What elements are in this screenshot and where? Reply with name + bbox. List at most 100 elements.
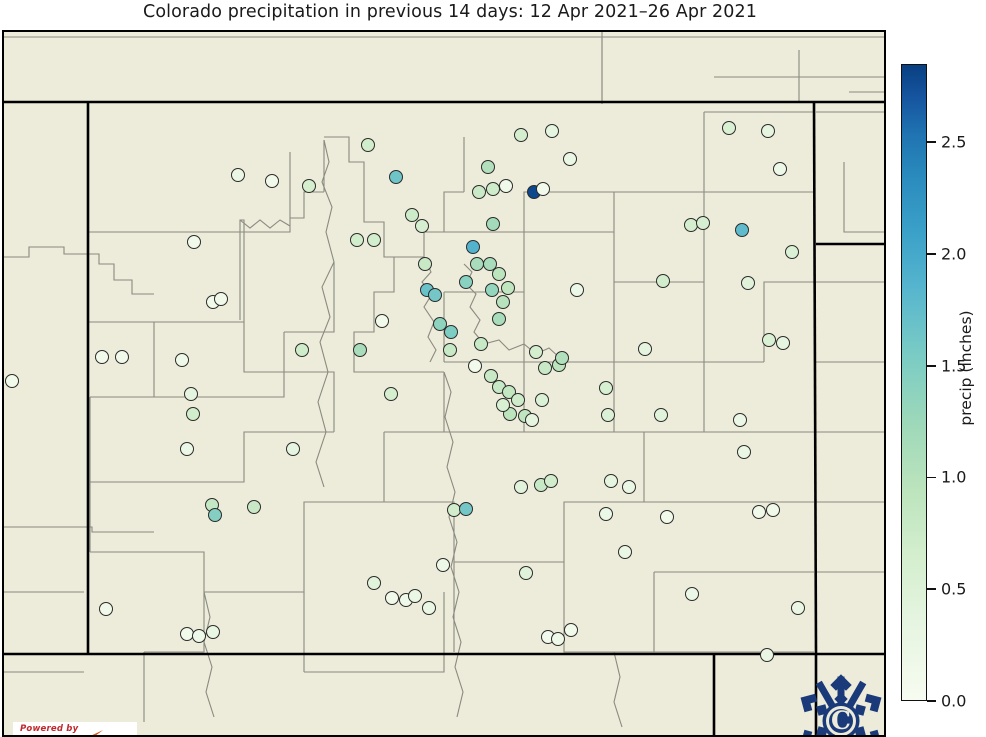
precip-station-point[interactable] (230, 167, 246, 183)
precip-station-point[interactable] (98, 601, 114, 617)
precip-station-point[interactable] (471, 184, 487, 200)
colorbar-tick-label: 2.5 (941, 132, 967, 152)
precip-station-point[interactable] (427, 287, 443, 303)
precip-station-point[interactable] (485, 216, 501, 232)
precip-station-point[interactable] (301, 178, 317, 194)
precip-station-point[interactable] (510, 392, 526, 408)
map-panel[interactable]: Powered by ACIS Regional Climate Centers (2, 30, 886, 737)
precip-station-point[interactable] (535, 181, 551, 197)
precip-station-point[interactable] (765, 502, 781, 518)
precip-station-point[interactable] (598, 380, 614, 396)
precip-station-point[interactable] (4, 373, 20, 389)
precip-station-point[interactable] (179, 441, 195, 457)
precip-station-point[interactable] (524, 412, 540, 428)
precip-station-point[interactable] (484, 282, 500, 298)
precip-station-point[interactable] (518, 565, 534, 581)
precip-station-point[interactable] (562, 151, 578, 167)
precip-station-point[interactable] (495, 397, 511, 413)
precip-station-point[interactable] (374, 313, 390, 329)
precip-station-point[interactable] (761, 332, 777, 348)
precip-station-point[interactable] (550, 631, 566, 647)
precip-station-point[interactable] (500, 280, 516, 296)
precip-station-point[interactable] (191, 628, 207, 644)
precip-station-point[interactable] (732, 412, 748, 428)
precip-station-point[interactable] (760, 123, 776, 139)
precip-station-point[interactable] (404, 207, 420, 223)
precip-station-point[interactable] (784, 244, 800, 260)
precip-station-point[interactable] (544, 123, 560, 139)
precip-station-point[interactable] (537, 360, 553, 376)
precip-station-point[interactable] (480, 159, 496, 175)
precip-station-point[interactable] (349, 232, 365, 248)
precip-station-point[interactable] (772, 161, 788, 177)
precip-station-point[interactable] (495, 294, 511, 310)
precip-station-point[interactable] (366, 232, 382, 248)
precip-station-point[interactable] (246, 499, 262, 515)
precip-station-point[interactable] (598, 506, 614, 522)
precip-station-point[interactable] (185, 406, 201, 422)
precip-station-point[interactable] (421, 600, 437, 616)
precip-station-point[interactable] (94, 349, 110, 365)
precip-station-point[interactable] (759, 647, 775, 663)
precip-station-point[interactable] (264, 173, 280, 189)
precip-station-point[interactable] (352, 342, 368, 358)
precip-station-point[interactable] (383, 386, 399, 402)
precip-station-point[interactable] (659, 509, 675, 525)
precip-station-point[interactable] (534, 392, 550, 408)
precip-station-point[interactable] (736, 444, 752, 460)
precip-station-point[interactable] (483, 368, 499, 384)
precip-station-point[interactable] (513, 127, 529, 143)
precip-station-point[interactable] (721, 120, 737, 136)
precip-station-point[interactable] (414, 218, 430, 234)
precip-station-point[interactable] (458, 274, 474, 290)
precip-station-point[interactable] (734, 222, 750, 238)
precip-station-point[interactable] (653, 407, 669, 423)
precip-station-point[interactable] (790, 600, 806, 616)
precip-station-point[interactable] (213, 291, 229, 307)
precip-station-point[interactable] (366, 575, 382, 591)
precip-station-point[interactable] (554, 350, 570, 366)
precip-station-point[interactable] (751, 504, 767, 520)
precip-station-point[interactable] (174, 352, 190, 368)
precip-station-point[interactable] (775, 335, 791, 351)
precip-station-point[interactable] (186, 234, 202, 250)
precip-station-point[interactable] (684, 586, 700, 602)
precip-station-point[interactable] (417, 256, 433, 272)
precip-station-point[interactable] (528, 344, 544, 360)
precip-station-point[interactable] (360, 137, 376, 153)
precip-station-point[interactable] (637, 341, 653, 357)
precip-station-point[interactable] (473, 336, 489, 352)
acis-brand-text: ACIS (76, 733, 121, 735)
precip-station-point[interactable] (384, 590, 400, 606)
precip-station-point[interactable] (621, 479, 637, 495)
precip-station-point[interactable] (285, 441, 301, 457)
precip-station-point[interactable] (465, 239, 481, 255)
precip-station-point[interactable] (294, 342, 310, 358)
precip-station-point[interactable] (603, 473, 619, 489)
precip-station-point[interactable] (740, 275, 756, 291)
precip-station-point[interactable] (442, 342, 458, 358)
precip-station-point[interactable] (467, 358, 483, 374)
precip-station-point[interactable] (600, 407, 616, 423)
precip-station-point[interactable] (183, 386, 199, 402)
precip-station-point[interactable] (655, 273, 671, 289)
precip-station-point[interactable] (443, 324, 459, 340)
precip-station-point[interactable] (388, 169, 404, 185)
precip-station-point[interactable] (458, 501, 474, 517)
precip-station-point[interactable] (407, 588, 423, 604)
precip-station-point[interactable] (491, 311, 507, 327)
precip-station-point[interactable] (114, 349, 130, 365)
precip-station-point[interactable] (432, 316, 448, 332)
precip-station-point[interactable] (513, 479, 529, 495)
precip-station-point[interactable] (205, 624, 221, 640)
precip-station-point[interactable] (543, 473, 559, 489)
precip-station-point[interactable] (207, 507, 223, 523)
precip-station-point[interactable] (498, 178, 514, 194)
precip-station-point[interactable] (435, 557, 451, 573)
precip-station-point[interactable] (563, 622, 579, 638)
precip-station-point[interactable] (491, 266, 507, 282)
precip-station-point[interactable] (695, 215, 711, 231)
precip-station-point[interactable] (569, 282, 585, 298)
colorbar-tick-mark (927, 700, 936, 702)
precip-station-point[interactable] (617, 544, 633, 560)
